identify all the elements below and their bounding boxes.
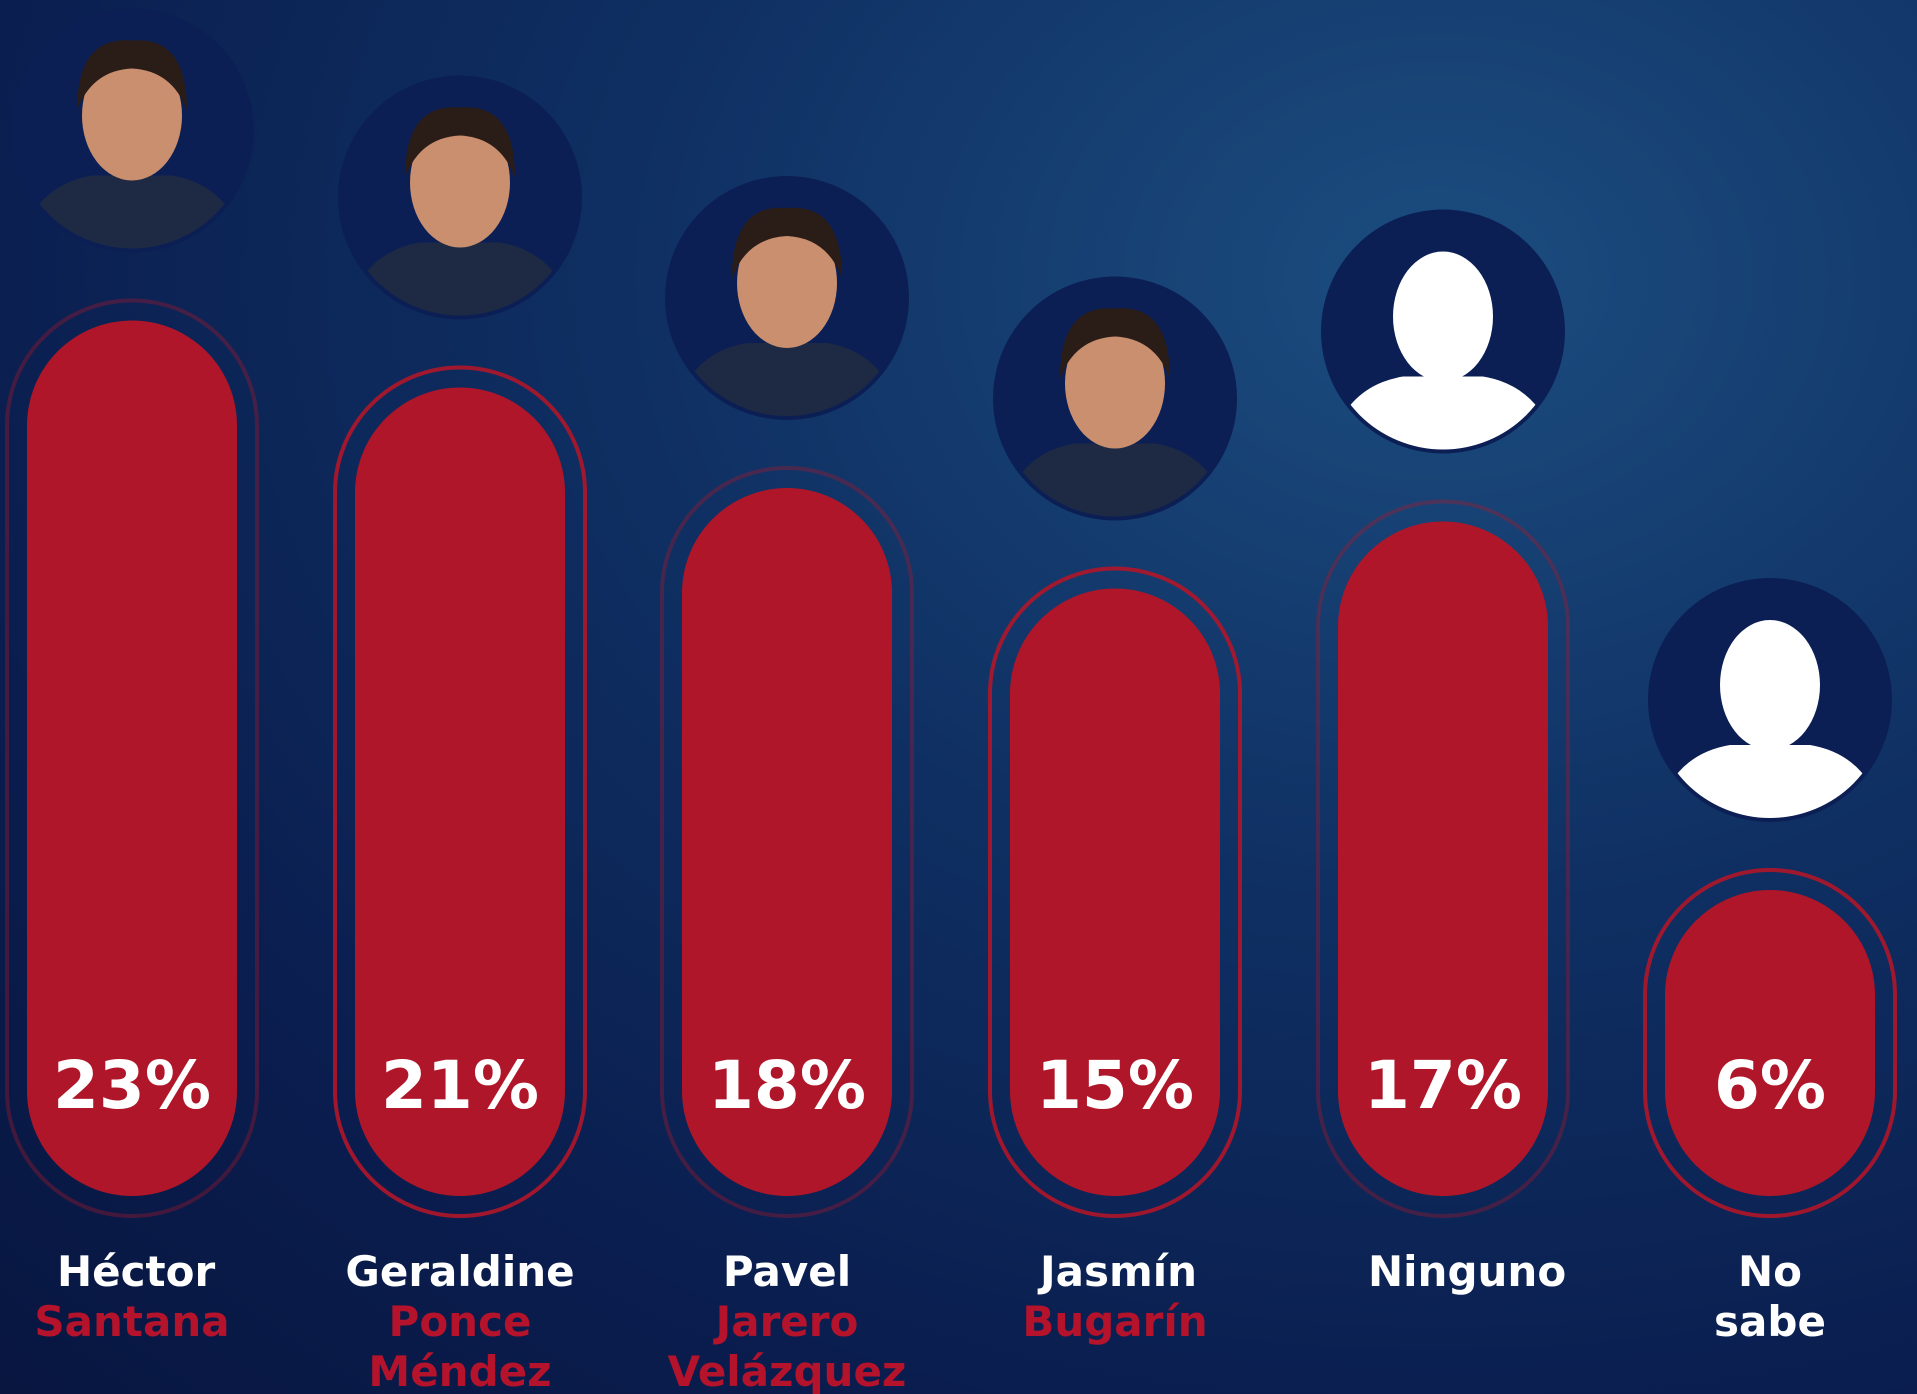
value-label: 21% (381, 1047, 539, 1124)
first-name: Geraldine (345, 1247, 575, 1296)
bar (27, 320, 237, 1196)
first-name: No sabe (1714, 1247, 1826, 1346)
category-label: Pavel Jarero Velázquez (637, 1247, 937, 1394)
category-label: Jasmín Bugarín (965, 1247, 1265, 1347)
avatar-body (1328, 376, 1558, 450)
avatar-hair (77, 40, 187, 111)
bar (682, 488, 892, 1196)
first-name: Héctor (57, 1247, 216, 1296)
avatar-head (82, 50, 182, 181)
surname: Jarero Velázquez (667, 1297, 907, 1394)
avatar-figure (17, 40, 247, 249)
category-label: Geraldine Ponce Méndez (310, 1247, 610, 1394)
avatar-hair (405, 107, 515, 178)
avatar-hair (732, 207, 842, 278)
avatar (1648, 578, 1892, 822)
avatar-body (1655, 745, 1885, 818)
first-name: Pavel (722, 1247, 852, 1296)
avatar-figure (672, 207, 902, 416)
avatar-hair (1060, 308, 1170, 379)
avatar-head (1065, 318, 1165, 449)
avatar-figure (1328, 251, 1558, 450)
category-label: No sabe (1620, 1247, 1917, 1347)
avatar (1321, 209, 1565, 454)
avatar-figure (1000, 308, 1230, 517)
first-name: Jasmín (1040, 1247, 1198, 1296)
avatar-body (1000, 443, 1230, 517)
surname: Santana (34, 1297, 230, 1346)
first-name: Ninguno (1368, 1247, 1567, 1296)
surname: Ponce Méndez (368, 1297, 552, 1394)
avatar-head (737, 218, 837, 348)
bar-ring (333, 365, 587, 1218)
bar-ring (988, 566, 1242, 1218)
bar (1665, 890, 1875, 1196)
avatar-figure (345, 107, 575, 316)
value-label: 6% (1714, 1047, 1826, 1124)
avatar-figure (1655, 620, 1885, 818)
avatar-head (410, 117, 510, 248)
value-label: 15% (1036, 1047, 1194, 1124)
bar (355, 387, 565, 1196)
category-label: Héctor Santana (0, 1247, 282, 1347)
value-label: 23% (53, 1047, 211, 1124)
avatar-head (1393, 251, 1493, 382)
value-label: 18% (708, 1047, 866, 1124)
avatar-body (345, 242, 575, 316)
value-label: 17% (1364, 1047, 1522, 1124)
category-label: Ninguno (1293, 1247, 1593, 1297)
bar (1010, 588, 1220, 1196)
bar-ring (660, 466, 914, 1218)
bar-ring (1643, 868, 1897, 1218)
bar (1338, 521, 1548, 1196)
avatar (338, 75, 582, 320)
bar-ring (5, 298, 259, 1218)
avatar (665, 176, 909, 420)
avatar-body (17, 175, 247, 249)
avatar-body (672, 343, 902, 416)
avatar (993, 276, 1237, 521)
surname: Bugarín (1022, 1297, 1208, 1346)
avatar-head (1720, 620, 1820, 750)
avatar (10, 8, 254, 253)
bar-ring (1316, 499, 1570, 1218)
